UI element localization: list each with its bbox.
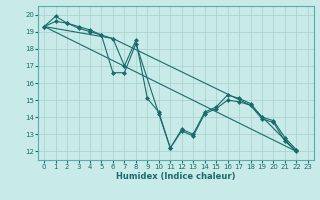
X-axis label: Humidex (Indice chaleur): Humidex (Indice chaleur): [116, 172, 236, 181]
